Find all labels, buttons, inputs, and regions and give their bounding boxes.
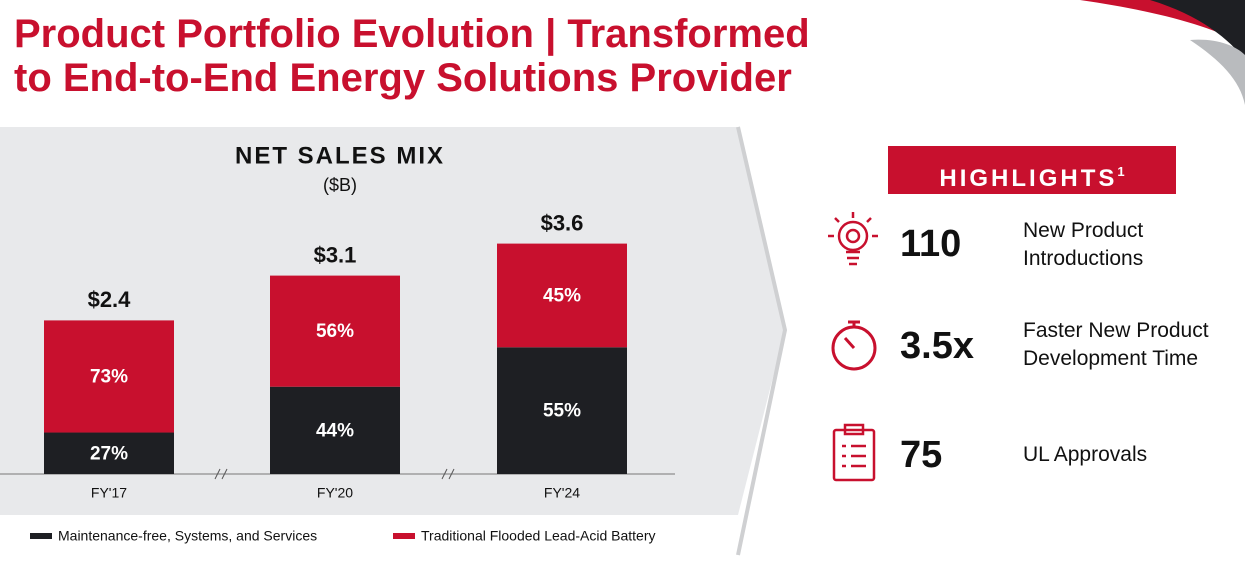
chart-title: NET SALES MIX [235, 142, 445, 169]
bar-segment [497, 347, 627, 474]
footnote-mark: 1 [1117, 164, 1125, 179]
highlight-value: 110 [900, 223, 962, 265]
highlight-label: UL Approvals [1023, 443, 1148, 466]
data-label: 27% [90, 443, 128, 464]
x-tick-label: FY'17 [91, 485, 127, 501]
legend-swatch [30, 533, 52, 539]
total-label: $3.6 [541, 210, 584, 235]
heading-text: HIGHLIGHTS [939, 165, 1118, 192]
total-label: $3.1 [314, 242, 357, 267]
chart-subtitle: ($B) [323, 175, 357, 195]
x-tick-label: FY'20 [317, 485, 353, 501]
axis-break [214, 468, 455, 480]
data-label: 44% [316, 420, 354, 441]
title-line: to End-to-End Energy Solutions Provider [14, 56, 792, 100]
total-label: $2.4 [88, 287, 132, 312]
x-tick-label: FY'24 [544, 485, 580, 501]
data-label: 55% [543, 401, 581, 422]
legend-label: Traditional Flooded Lead-Acid Battery [421, 528, 656, 544]
legend-label: Maintenance-free, Systems, and Services [58, 528, 317, 544]
data-label: 45% [543, 285, 581, 306]
panel-edge [736, 126, 788, 556]
bar-segment [44, 432, 174, 474]
legend-swatch [393, 533, 415, 539]
bar-segment [497, 243, 627, 348]
data-label: 73% [90, 366, 128, 387]
page-title: Product Portfolio Evolution | Transforme… [14, 12, 810, 100]
title-line: Product Portfolio Evolution | Transforme… [14, 12, 810, 56]
data-label: 56% [316, 321, 354, 342]
highlight-value: 75 [900, 434, 943, 476]
decor-swoosh [1150, 0, 1245, 60]
decor-swoosh [1190, 39, 1245, 105]
bar-segment [44, 320, 174, 433]
highlight-value: 3.5x [900, 325, 974, 367]
highlight-label: Faster New Product Development Time [1023, 319, 1209, 370]
bar-segment [270, 386, 400, 474]
bar-segment [270, 275, 400, 387]
highlights-heading: HIGHLIGHTS1 [888, 146, 1176, 194]
highlight-label: New Product Introductions [1023, 219, 1144, 270]
